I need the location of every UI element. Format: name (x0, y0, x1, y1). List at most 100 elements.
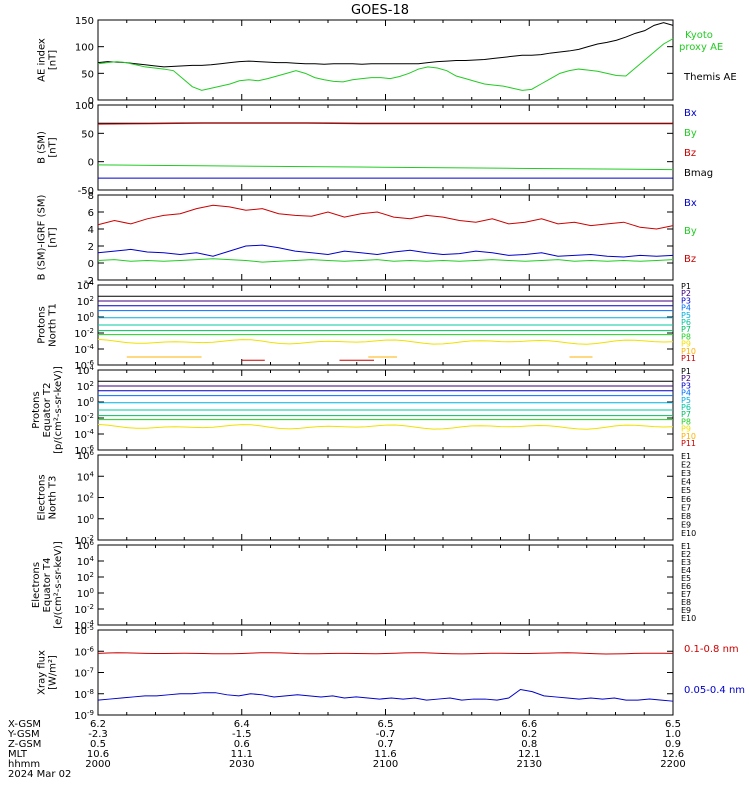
y-tick-label: 50 (81, 69, 94, 80)
legend-bz: Bz (684, 254, 696, 265)
series-line-e9 (449, 607, 524, 609)
series-line-e8 (98, 601, 673, 605)
series-line-kyoto-proxy-ae (98, 39, 673, 91)
y-axis-label: [nT] (48, 227, 59, 247)
panel-frame (98, 20, 673, 100)
x-axis-row-value: 2000 (85, 759, 110, 770)
y-tick-label: 102 (77, 492, 94, 505)
y-tick-label: 10-5 (74, 624, 94, 637)
legend-bmag: Bmag (684, 168, 713, 179)
series-line-p9 (98, 339, 673, 344)
y-axis-label: Xray flux (37, 650, 48, 695)
series-line-bz (98, 205, 673, 229)
y-axis-label: [p/(cm²-s-sr-keV)] (53, 366, 64, 454)
legend-bx: Bx (684, 198, 697, 209)
series-line-bz (98, 123, 673, 124)
series-line-by (98, 165, 673, 170)
panel-frame (98, 545, 673, 625)
y-axis-label: [W/m²] (48, 655, 59, 690)
y-axis-label: North T3 (48, 476, 59, 520)
series-line-by (98, 259, 673, 262)
y-axis-label: North T1 (48, 303, 59, 347)
y-tick-label: 150 (75, 16, 94, 27)
legend-xray-short: 0.05-0.4 nm (684, 685, 745, 696)
legend-bx: Bx (684, 108, 697, 119)
legend-kyoto: Kyoto (685, 30, 713, 41)
y-tick-label: 4 (88, 225, 94, 236)
y-tick-label: 10-2 (74, 327, 94, 340)
y-axis-label: Protons (31, 391, 42, 428)
y-tick-label: 10-2 (74, 412, 94, 425)
y-tick-label: 104 (77, 470, 95, 483)
series-line-e9 (98, 523, 133, 527)
legend-bz: Bz (684, 148, 696, 159)
x-axis-row-value: 2200 (660, 759, 685, 770)
y-tick-label: 10-2 (74, 603, 94, 616)
series-line-bx (98, 245, 673, 257)
series-line-p9 (98, 424, 673, 429)
y-axis-label: Electrons (31, 562, 42, 608)
y-tick-label: 10-6 (74, 645, 94, 658)
y-tick-label: 10-4 (74, 343, 94, 356)
series-line-e9 (547, 607, 587, 610)
y-tick-label: 10-4 (74, 428, 94, 441)
y-tick-label: 10-7 (74, 667, 94, 680)
y-axis-label: [nT] (48, 50, 59, 70)
y-axis-label: Protons (37, 306, 48, 343)
legend-p11: P11 (681, 354, 696, 363)
series-line-e9 (426, 524, 570, 528)
series-line-0.1-0.8 nm (98, 653, 673, 654)
y-axis-label: B (SM)-IGRF (SM) (37, 195, 48, 281)
y-axis-label: AE index (37, 38, 48, 82)
y-tick-label: 102 (77, 295, 94, 308)
x-axis-row-value: 2100 (373, 759, 398, 770)
x-axis-row-value: 2030 (229, 759, 254, 770)
y-tick-label: 106 (77, 449, 95, 462)
y-tick-label: 0 (88, 158, 94, 169)
series-line-e9 (173, 523, 311, 528)
legend-e10: E10 (681, 529, 696, 538)
legend-proxy-ae: proxy AE (679, 42, 723, 53)
y-tick-label: 8 (88, 191, 94, 202)
y-tick-label: 100 (77, 513, 94, 526)
y-tick-label: 104 (77, 364, 95, 377)
x-axis-date: 2024 Mar 02 (8, 769, 71, 780)
y-tick-label: 10-8 (74, 688, 94, 701)
legend-by: By (684, 226, 697, 237)
y-axis-label: Equator T4 (42, 558, 53, 613)
y-tick-label: 0 (88, 259, 94, 270)
series-line-e9 (604, 523, 673, 526)
y-tick-label: 104 (77, 279, 95, 292)
legend-by: By (684, 128, 697, 139)
y-tick-label: 100 (77, 311, 94, 324)
y-tick-label: 100 (75, 101, 94, 112)
y-tick-label: 104 (77, 555, 95, 568)
y-axis-label: [e/(cm²-s-sr-keV)] (53, 541, 64, 629)
series-line-e9 (334, 525, 369, 526)
y-tick-label: 100 (75, 43, 94, 54)
y-axis-label: [nT] (48, 137, 59, 157)
legend-themis-ae: Themis AE (683, 72, 737, 83)
panel-frame (98, 105, 673, 190)
y-tick-label: 100 (77, 396, 94, 409)
series-line-e9 (253, 607, 282, 610)
panel-frame (98, 195, 673, 280)
x-axis-row-value: 2130 (517, 759, 542, 770)
series-line-e9 (368, 607, 426, 610)
legend-p11: P11 (681, 439, 696, 448)
legend-xray-long: 0.1-0.8 nm (684, 644, 739, 655)
series-line-themis-ae (98, 23, 673, 67)
y-axis-label: Electrons (37, 474, 48, 520)
plot-title: GOES-18 (351, 3, 409, 18)
series-line-0-05-0-4-nm (98, 690, 673, 702)
y-tick-label: 100 (77, 587, 94, 600)
y-axis-label: B (SM) (37, 131, 48, 164)
y-tick-label: 2 (88, 242, 94, 253)
y-axis-label: Equator T2 (42, 383, 53, 438)
y-tick-label: 102 (77, 380, 94, 393)
y-tick-label: 50 (81, 129, 94, 140)
panel-frame (98, 630, 673, 715)
y-tick-label: 106 (77, 539, 95, 552)
